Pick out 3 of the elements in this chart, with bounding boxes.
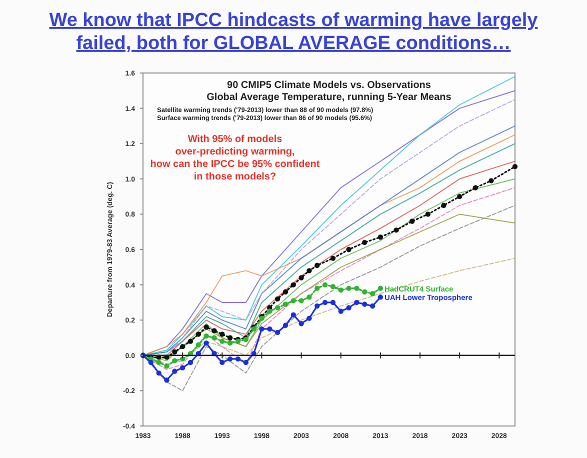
chart-title: We know that IPCC hindcasts of warming have largely failed, both for GLOBAL AVERAGE conditions… (49, 10, 538, 54)
text: 90 CMIP5 Climate Models vs. Observations Global Average Temperature, running 5-Year Means (206, 80, 452, 103)
annotation: With 95% of models over-predicting warming, how can the IPCC be 95% confident in those models? (150, 134, 320, 182)
